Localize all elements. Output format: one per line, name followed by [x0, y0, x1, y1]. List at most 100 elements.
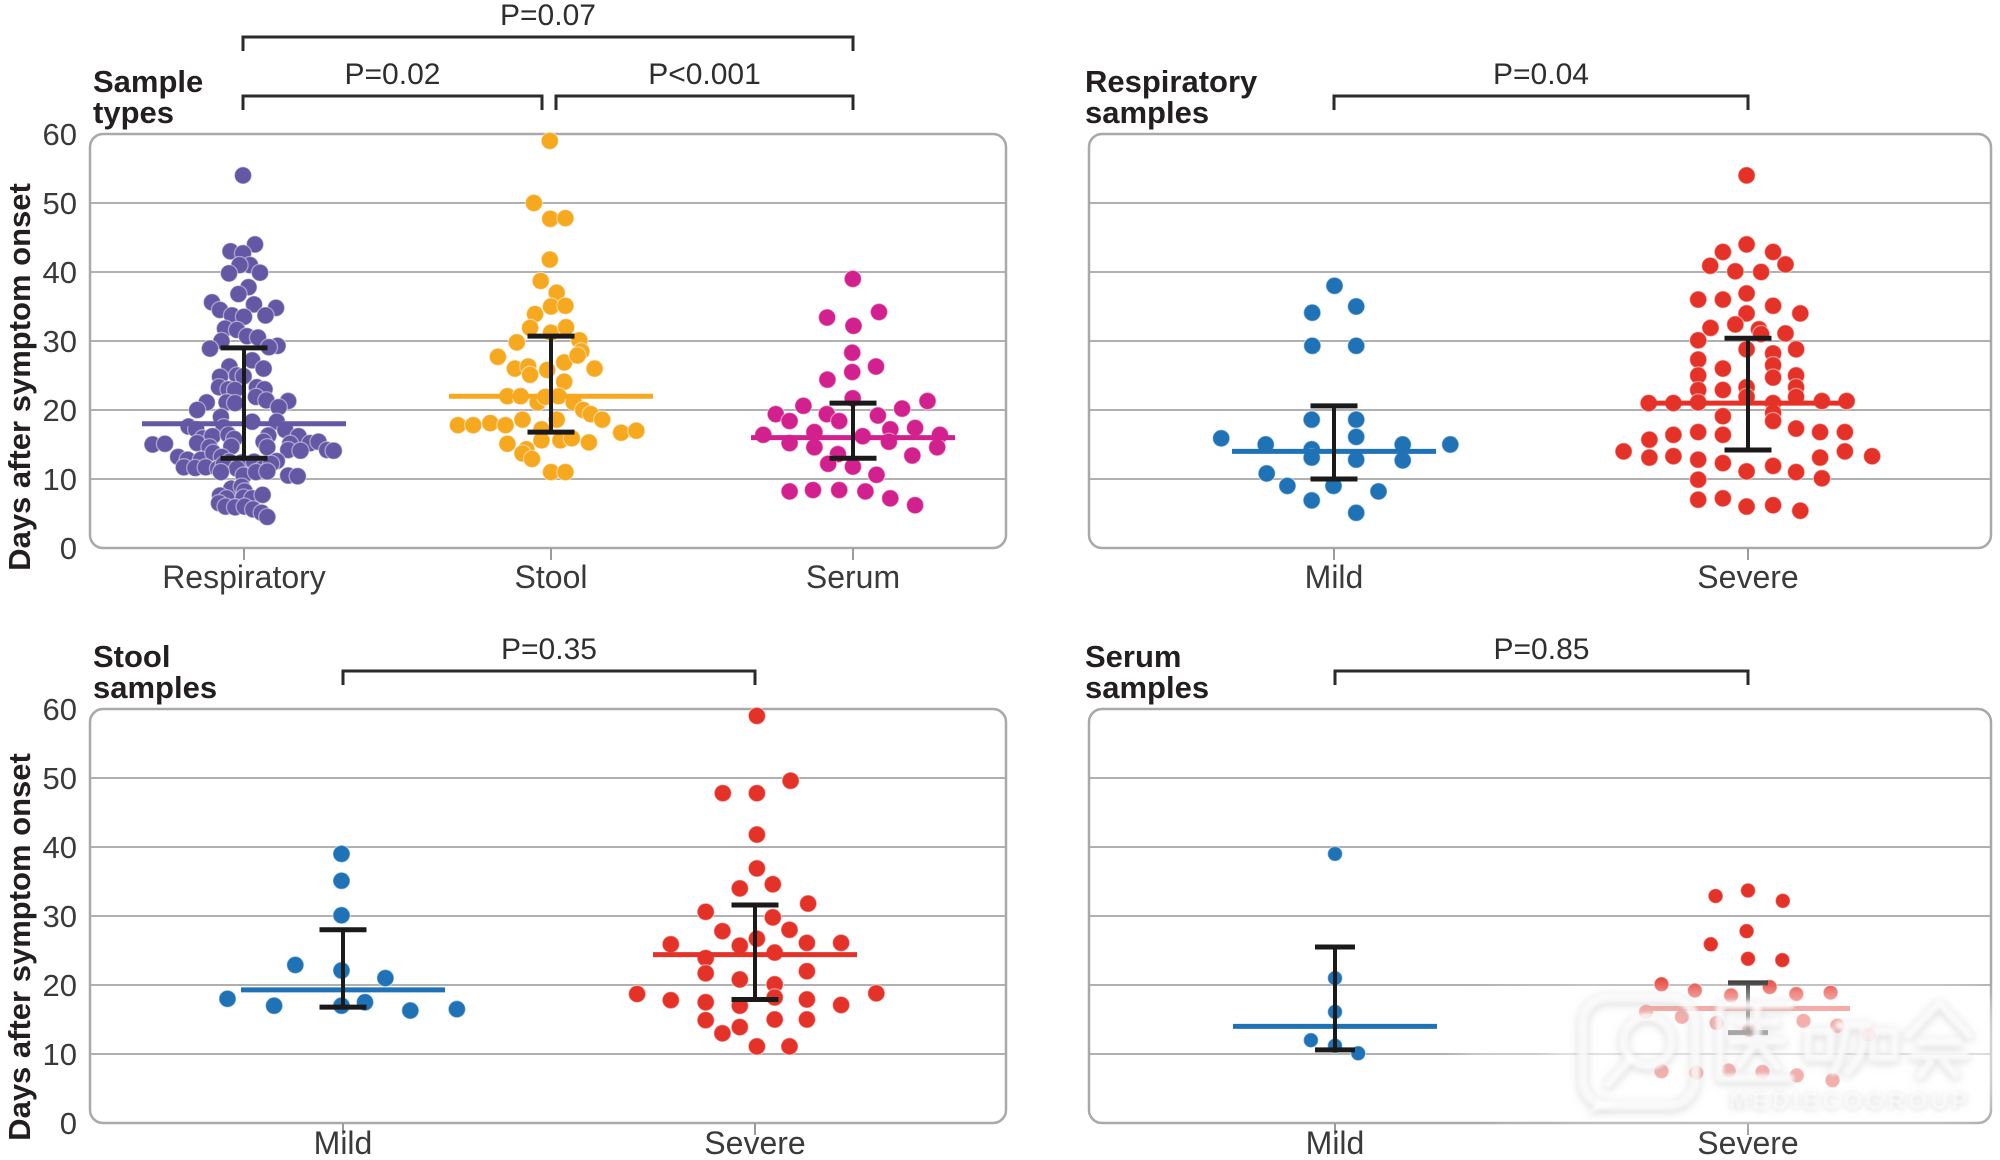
data-point [225, 393, 245, 413]
data-point [1791, 304, 1810, 323]
data-point [507, 333, 527, 352]
data-point [245, 235, 265, 254]
data-point [1791, 501, 1810, 520]
data-point [291, 441, 310, 460]
data-point [1346, 410, 1366, 429]
y-tick-label: 0 [60, 531, 77, 566]
data-point [1754, 1063, 1771, 1080]
data-point [1702, 936, 1719, 953]
group-serum: Serum [751, 269, 955, 595]
data-point [713, 783, 733, 803]
data-point [332, 844, 351, 864]
data-point [661, 990, 681, 1010]
data-point [556, 296, 575, 316]
data-point [627, 984, 647, 1004]
data-point [867, 465, 886, 485]
group-respiratory: Respiratory [142, 166, 346, 595]
data-point [1640, 430, 1659, 449]
data-point [1860, 1026, 1877, 1043]
data-point [798, 894, 818, 913]
data-point [817, 308, 837, 327]
data-point [730, 879, 750, 898]
data-point [780, 482, 799, 501]
y-tick-label: 60 [43, 692, 77, 727]
data-point [747, 706, 767, 726]
data-point [1812, 469, 1832, 488]
data-point [866, 357, 886, 376]
data-point [918, 391, 937, 411]
data-point [1653, 1063, 1670, 1080]
y-tick-label: 0 [60, 1106, 77, 1141]
plot-box [88, 707, 1008, 1125]
data-point [1713, 242, 1733, 262]
data-point [856, 482, 875, 501]
data-point [1713, 359, 1733, 378]
data-point [927, 438, 947, 457]
data-point [1829, 1017, 1846, 1034]
data-point [1720, 1062, 1737, 1079]
data-point [264, 996, 284, 1015]
data-point [905, 418, 925, 438]
data-point [1614, 442, 1633, 461]
data-point [797, 933, 817, 953]
data-point [696, 993, 715, 1012]
data-point [258, 462, 277, 481]
data-point [797, 990, 817, 1009]
data-point [496, 415, 515, 435]
data-point [537, 360, 557, 380]
data-point [713, 1024, 732, 1043]
data-point [780, 920, 799, 940]
data-point [1737, 284, 1756, 303]
data-point [1688, 331, 1708, 350]
data-point [803, 480, 823, 500]
data-point [288, 466, 307, 486]
data-point [253, 485, 272, 505]
data-point [218, 989, 237, 1009]
panel-title: Sample [93, 64, 203, 99]
data-point [747, 783, 767, 803]
data-point [1688, 490, 1708, 509]
data-point [1822, 984, 1839, 1001]
data-point [1302, 1032, 1319, 1049]
data-point [498, 434, 517, 454]
data-point [763, 875, 783, 894]
data-point [1763, 495, 1783, 515]
data-point [286, 955, 305, 975]
data-point [219, 264, 239, 283]
data-point [1786, 340, 1806, 359]
data-point [763, 908, 783, 927]
data-point [540, 131, 560, 151]
data-point [233, 166, 253, 185]
data-point [1211, 429, 1231, 448]
data-point [155, 434, 175, 454]
category-label: Severe [1697, 559, 1798, 595]
data-point [1700, 256, 1720, 276]
category-label: Mild [314, 1125, 373, 1160]
data-point [332, 906, 351, 925]
data-point [1776, 255, 1795, 274]
data-point [1688, 450, 1708, 469]
data-point [1713, 290, 1733, 309]
data-point [730, 970, 750, 989]
data-point [829, 411, 849, 431]
panel-title: Serum [1085, 639, 1181, 674]
data-point [332, 871, 351, 891]
data-point [1302, 303, 1322, 322]
data-point [1713, 380, 1733, 400]
data-point [1688, 1064, 1705, 1081]
data-point [1786, 462, 1806, 482]
data-point [1737, 166, 1756, 185]
y-tick-label: 30 [43, 899, 77, 934]
data-point [867, 984, 886, 1003]
data-point [1688, 470, 1708, 489]
data-point [1257, 464, 1276, 483]
data-point [211, 462, 231, 482]
data-point [611, 423, 631, 443]
group-severe: Severe [1614, 166, 1882, 595]
data-point [1346, 427, 1366, 447]
data-point [1664, 425, 1683, 445]
data-point [256, 306, 275, 325]
